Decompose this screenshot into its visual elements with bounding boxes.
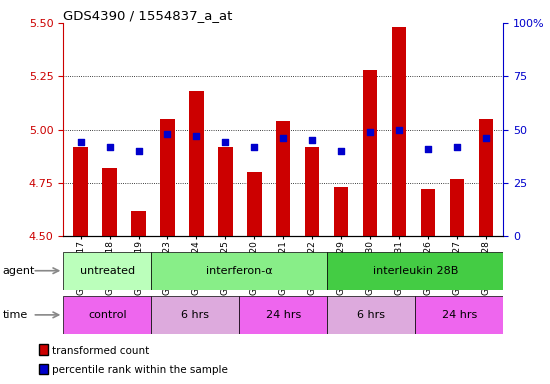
Bar: [131, 210, 146, 236]
Point: [250, 144, 258, 150]
Point: [308, 137, 317, 143]
Bar: [450, 179, 464, 236]
Bar: [327, 296, 415, 334]
Point: [424, 146, 432, 152]
Bar: [151, 252, 327, 290]
Text: 6 hrs: 6 hrs: [358, 310, 385, 320]
Text: interferon-α: interferon-α: [206, 266, 273, 276]
Bar: [392, 27, 406, 236]
Bar: [218, 147, 233, 236]
Text: 6 hrs: 6 hrs: [182, 310, 209, 320]
Text: 24 hrs: 24 hrs: [442, 310, 477, 320]
Bar: [63, 296, 151, 334]
Text: interleukin 28B: interleukin 28B: [372, 266, 458, 276]
Point: [453, 144, 461, 150]
Bar: [305, 147, 320, 236]
Bar: [415, 296, 503, 334]
Point: [105, 144, 114, 150]
Bar: [421, 189, 435, 236]
Point: [192, 133, 201, 139]
Bar: [160, 119, 175, 236]
Point: [481, 135, 490, 141]
Text: percentile rank within the sample: percentile rank within the sample: [52, 365, 228, 375]
Bar: [151, 296, 239, 334]
Bar: [247, 172, 262, 236]
Bar: [189, 91, 204, 236]
Text: untreated: untreated: [80, 266, 135, 276]
Point: [163, 131, 172, 137]
Bar: [363, 70, 377, 236]
Point: [337, 148, 345, 154]
Point: [76, 139, 85, 146]
Text: agent: agent: [3, 266, 35, 276]
Point: [395, 127, 404, 133]
Bar: [63, 252, 151, 290]
Point: [134, 148, 143, 154]
Text: GDS4390 / 1554837_a_at: GDS4390 / 1554837_a_at: [63, 9, 233, 22]
Bar: [239, 296, 327, 334]
Bar: [102, 168, 117, 236]
Text: 24 hrs: 24 hrs: [266, 310, 301, 320]
Point: [221, 139, 230, 146]
Bar: [334, 187, 348, 236]
Text: control: control: [88, 310, 126, 320]
Point: [279, 135, 288, 141]
Text: transformed count: transformed count: [52, 346, 150, 356]
Text: time: time: [3, 310, 28, 320]
Bar: [276, 121, 290, 236]
Bar: [327, 252, 503, 290]
Bar: [73, 147, 88, 236]
Point: [366, 129, 375, 135]
Bar: [478, 119, 493, 236]
